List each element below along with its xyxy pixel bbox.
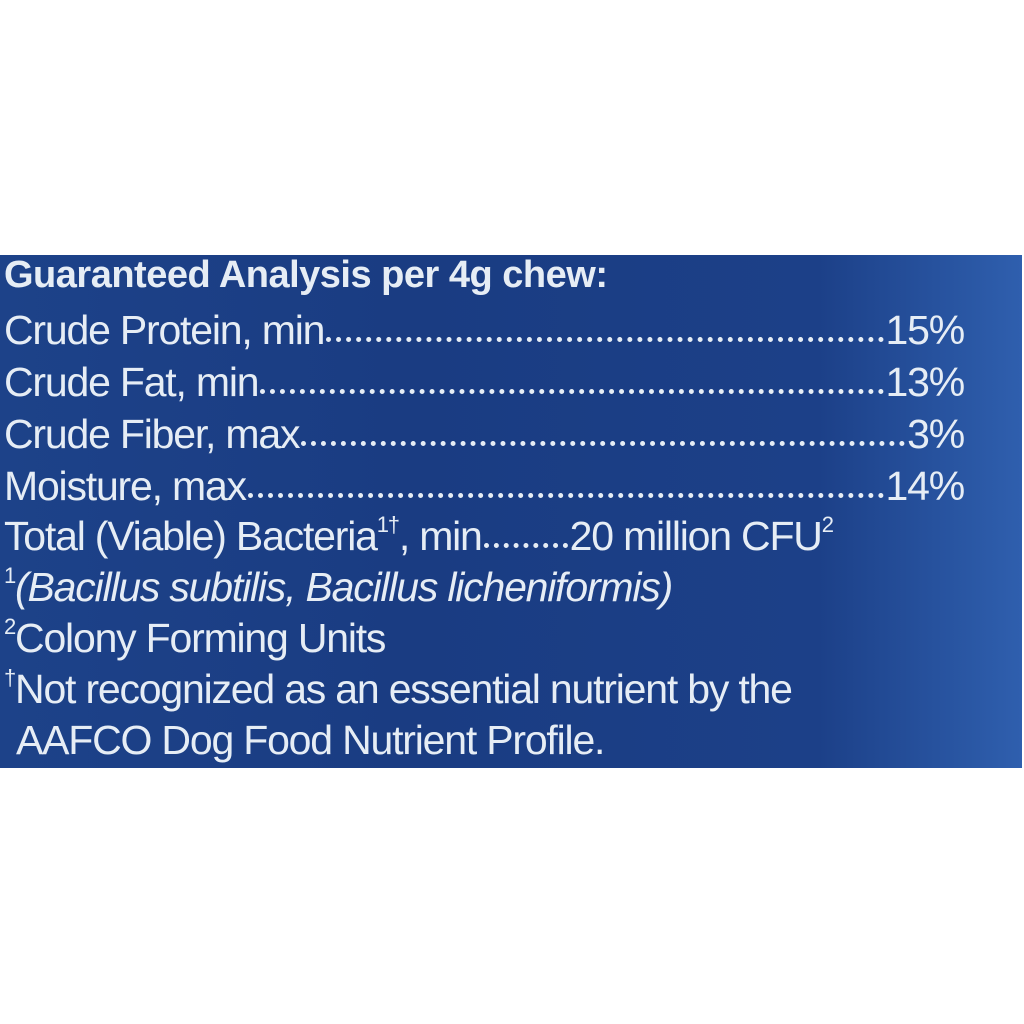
row-label: Crude Protein, min	[4, 307, 325, 353]
row-label: Crude Fat, min	[4, 359, 260, 405]
footnote-1: 1(Bacillus subtilis, Bacillus lichenifor…	[4, 563, 673, 610]
analysis-row-moisture: Moisture, max 14%	[4, 460, 966, 512]
dot-leader	[301, 408, 906, 460]
row-value: 15%	[885, 307, 966, 353]
footnote-2: 2Colony Forming Units	[4, 614, 386, 661]
guaranteed-analysis-panel: Guaranteed Analysis per 4g chew: Crude P…	[0, 254, 1022, 768]
row-value: 20 million CFU2	[569, 512, 834, 559]
dot-leader	[326, 304, 884, 356]
row-label: Total (Viable) Bacteria1†, min	[4, 512, 483, 559]
row-label: Moisture, max	[4, 463, 247, 509]
footnote-3-continued: AAFCO Dog Food Nutrient Profile.	[16, 717, 605, 763]
heading: Guaranteed Analysis per 4g chew:	[4, 254, 608, 296]
row-value: 3%	[907, 411, 965, 457]
dot-leader	[247, 460, 884, 512]
analysis-row-protein: Crude Protein, min 15%	[4, 304, 966, 356]
analysis-row-fat: Crude Fat, min 13%	[4, 356, 966, 408]
row-label: Crude Fiber, max	[4, 411, 300, 457]
footnote-3: †Not recognized as an essential nutrient…	[4, 665, 793, 712]
dot-leader	[483, 510, 568, 562]
dot-leader	[260, 356, 884, 408]
row-value: 14%	[885, 463, 966, 509]
analysis-row-fiber: Crude Fiber, max 3%	[4, 408, 965, 460]
row-value: 13%	[885, 359, 966, 405]
analysis-row-bacteria: Total (Viable) Bacteria1†, min 20 millio…	[4, 510, 976, 562]
